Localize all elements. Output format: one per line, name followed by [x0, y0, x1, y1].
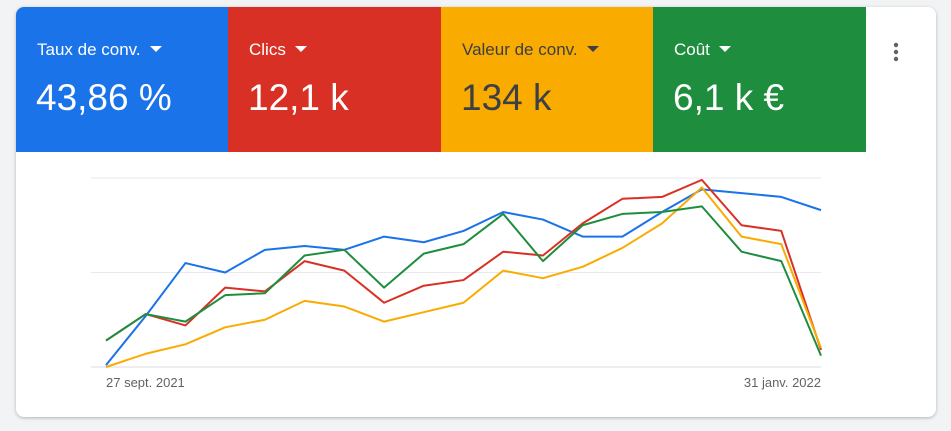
metric-tile[interactable]: Valeur de conv. 134 k: [441, 7, 653, 152]
series-line: [105, 188, 822, 366]
more-menu[interactable]: [892, 41, 900, 70]
metric-label: Clics: [249, 40, 286, 59]
x-tick-label: 27 sept. 2021: [106, 375, 185, 390]
series-line: [105, 178, 822, 351]
x-tick-label: 31 janv. 2022: [744, 375, 821, 390]
metric-value: 6,1 k €: [673, 77, 785, 118]
metric-label: Taux de conv.: [37, 40, 141, 59]
metric-tile[interactable]: Clics 12,1 k: [228, 7, 441, 152]
series-line: [105, 205, 822, 357]
metric-card: Coût 6,1 k € Valeur de conv. 134 k Clics 12,1…: [16, 7, 936, 417]
metric-value: 12,1 k: [248, 77, 349, 118]
dropdown-arrow: [718, 46, 731, 52]
metric-tile[interactable]: Taux de conv. 43,86 %: [16, 7, 228, 152]
kebab-icon: [893, 42, 899, 62]
metric-tile[interactable]: Coût 6,1 k €: [653, 7, 866, 152]
dropdown-arrow: [149, 46, 162, 52]
dropdown-arrow: [294, 46, 307, 52]
metric-value: 43,86 %: [36, 77, 172, 118]
metric-label: Valeur de conv.: [462, 40, 578, 59]
series-line: [105, 186, 822, 368]
metric-label: Coût: [674, 40, 710, 59]
chart: 27 sept. 2021 31 janv. 2022: [91, 177, 822, 390]
metric-value: 134 k: [461, 77, 552, 118]
dropdown-arrow: [586, 46, 599, 52]
